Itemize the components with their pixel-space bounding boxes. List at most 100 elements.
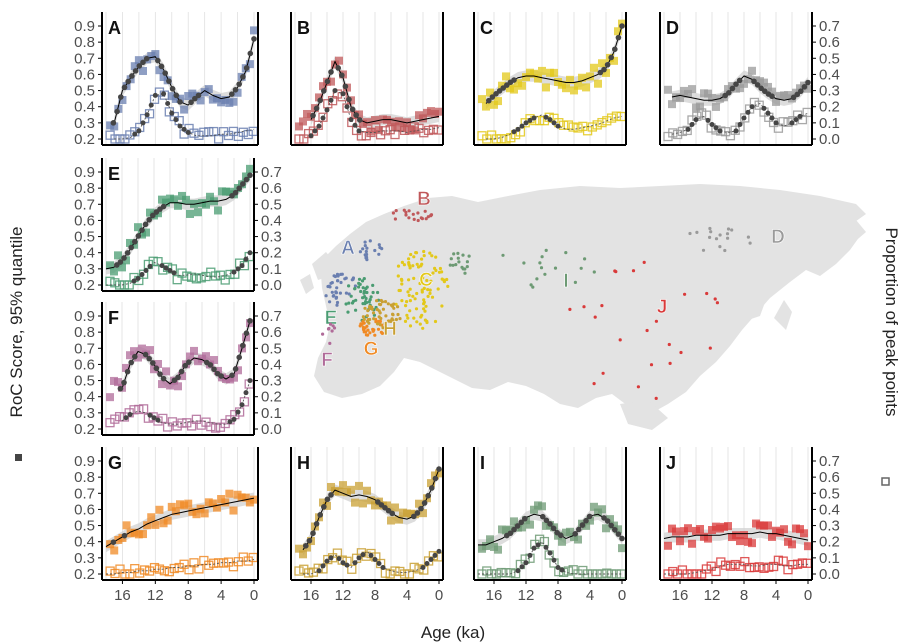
roc-point xyxy=(237,493,246,502)
right-tick-label: 0.6 xyxy=(819,34,840,51)
roc-point xyxy=(146,346,154,355)
roc-point xyxy=(578,73,586,82)
roc-point xyxy=(672,527,680,536)
peak-significant-point xyxy=(227,419,233,425)
peak-significant-point xyxy=(316,568,322,574)
roc-confidence-band xyxy=(303,463,439,556)
roc-significant-point xyxy=(306,537,313,544)
roc-point xyxy=(221,95,230,104)
roc-point xyxy=(796,525,804,534)
map-site-B xyxy=(429,213,434,217)
left-tick-label: 0.3 xyxy=(74,405,95,422)
roc-point xyxy=(154,359,162,368)
peak-point xyxy=(725,561,736,571)
map-site-D xyxy=(688,231,692,236)
roc-point xyxy=(171,507,180,516)
roc-point xyxy=(367,127,375,136)
map-site-E xyxy=(376,290,380,295)
roc-point xyxy=(800,529,808,538)
map-site-J xyxy=(613,269,617,273)
right-axis-legend-marker xyxy=(881,477,890,486)
panels: A0.20.30.40.50.60.70.80.9 B C D0.00.10.20.3… xyxy=(74,12,840,604)
map-site-A xyxy=(328,300,332,304)
map-site-I xyxy=(454,263,458,267)
roc-significant-point xyxy=(166,78,172,84)
peak-point xyxy=(778,556,788,566)
roc-significant-point xyxy=(157,371,163,377)
map-region-label: D xyxy=(771,227,785,248)
map-site-A xyxy=(330,290,334,294)
roc-point xyxy=(327,77,335,86)
map-site-C xyxy=(412,316,416,320)
roc-point xyxy=(355,110,363,119)
peak-significant-point xyxy=(171,270,177,276)
map-site-A xyxy=(347,292,351,296)
roc-significant-point xyxy=(192,95,198,102)
peak-significant-point xyxy=(144,112,150,118)
map-site-C xyxy=(412,276,416,280)
x-tick-label: 16 xyxy=(114,587,131,604)
roc-point xyxy=(391,503,399,512)
roc-point xyxy=(250,495,258,504)
peak-point xyxy=(243,129,253,140)
roc-point xyxy=(586,516,594,525)
roc-point xyxy=(176,500,184,509)
roc-significant-point xyxy=(229,372,235,379)
roc-significant-point xyxy=(175,374,181,381)
roc-point xyxy=(768,532,776,541)
roc-significant-point xyxy=(754,82,761,88)
roc-point xyxy=(614,27,622,36)
map-site-I xyxy=(463,271,467,275)
peak-point xyxy=(179,559,189,569)
roc-significant-point xyxy=(124,368,131,375)
map-site-A xyxy=(358,250,362,254)
map-site-A xyxy=(332,274,336,278)
roc-point xyxy=(180,105,189,114)
peak-point xyxy=(778,117,788,127)
map-site-C xyxy=(396,264,401,268)
roc-point xyxy=(122,363,130,372)
map-site-F xyxy=(328,341,332,345)
map-site-C xyxy=(422,307,426,311)
right-tick-label: 0.3 xyxy=(261,229,282,246)
roc-point xyxy=(335,56,343,65)
roc-significant-point xyxy=(124,250,131,256)
peak-point xyxy=(228,562,239,572)
peak-significant-point xyxy=(181,126,187,132)
roc-significant-point xyxy=(324,496,331,503)
panel-C: C xyxy=(473,12,627,146)
roc-significant-point xyxy=(608,522,614,529)
peak-point xyxy=(196,273,206,283)
map-region-label: I xyxy=(563,271,568,292)
roc-point xyxy=(184,499,193,508)
roc-point xyxy=(295,544,303,553)
panel-I: I 16 12 8 4 0 xyxy=(473,447,627,604)
roc-point xyxy=(118,533,127,542)
right-tick-label: 0.2 xyxy=(819,99,840,116)
peak-point xyxy=(159,566,170,576)
map-site-F xyxy=(331,324,335,328)
left-tick-label: 0.7 xyxy=(74,50,95,67)
peak-significant-point xyxy=(543,114,549,120)
map-site-F xyxy=(327,326,331,331)
map-site-C xyxy=(422,300,426,304)
map-site-J xyxy=(679,350,683,355)
map-site-C xyxy=(419,264,423,268)
roc-point xyxy=(213,94,221,103)
roc-significant-point xyxy=(411,513,417,520)
peak-smooth-line xyxy=(106,252,251,286)
map: A B C D EF GH I J xyxy=(300,184,866,430)
roc-point xyxy=(744,75,752,84)
peak-point xyxy=(783,565,793,575)
roc-significant-point xyxy=(240,181,246,187)
map-site-A xyxy=(373,248,377,253)
roc-point xyxy=(130,62,139,71)
peak-point xyxy=(303,128,314,139)
peak-significant-point xyxy=(328,555,334,561)
peak-point xyxy=(313,120,323,130)
roc-point xyxy=(590,63,598,72)
map-site-C xyxy=(400,278,404,282)
map-site-A xyxy=(365,258,369,262)
roc-significant-point xyxy=(139,227,145,233)
roc-significant-point xyxy=(353,112,360,118)
